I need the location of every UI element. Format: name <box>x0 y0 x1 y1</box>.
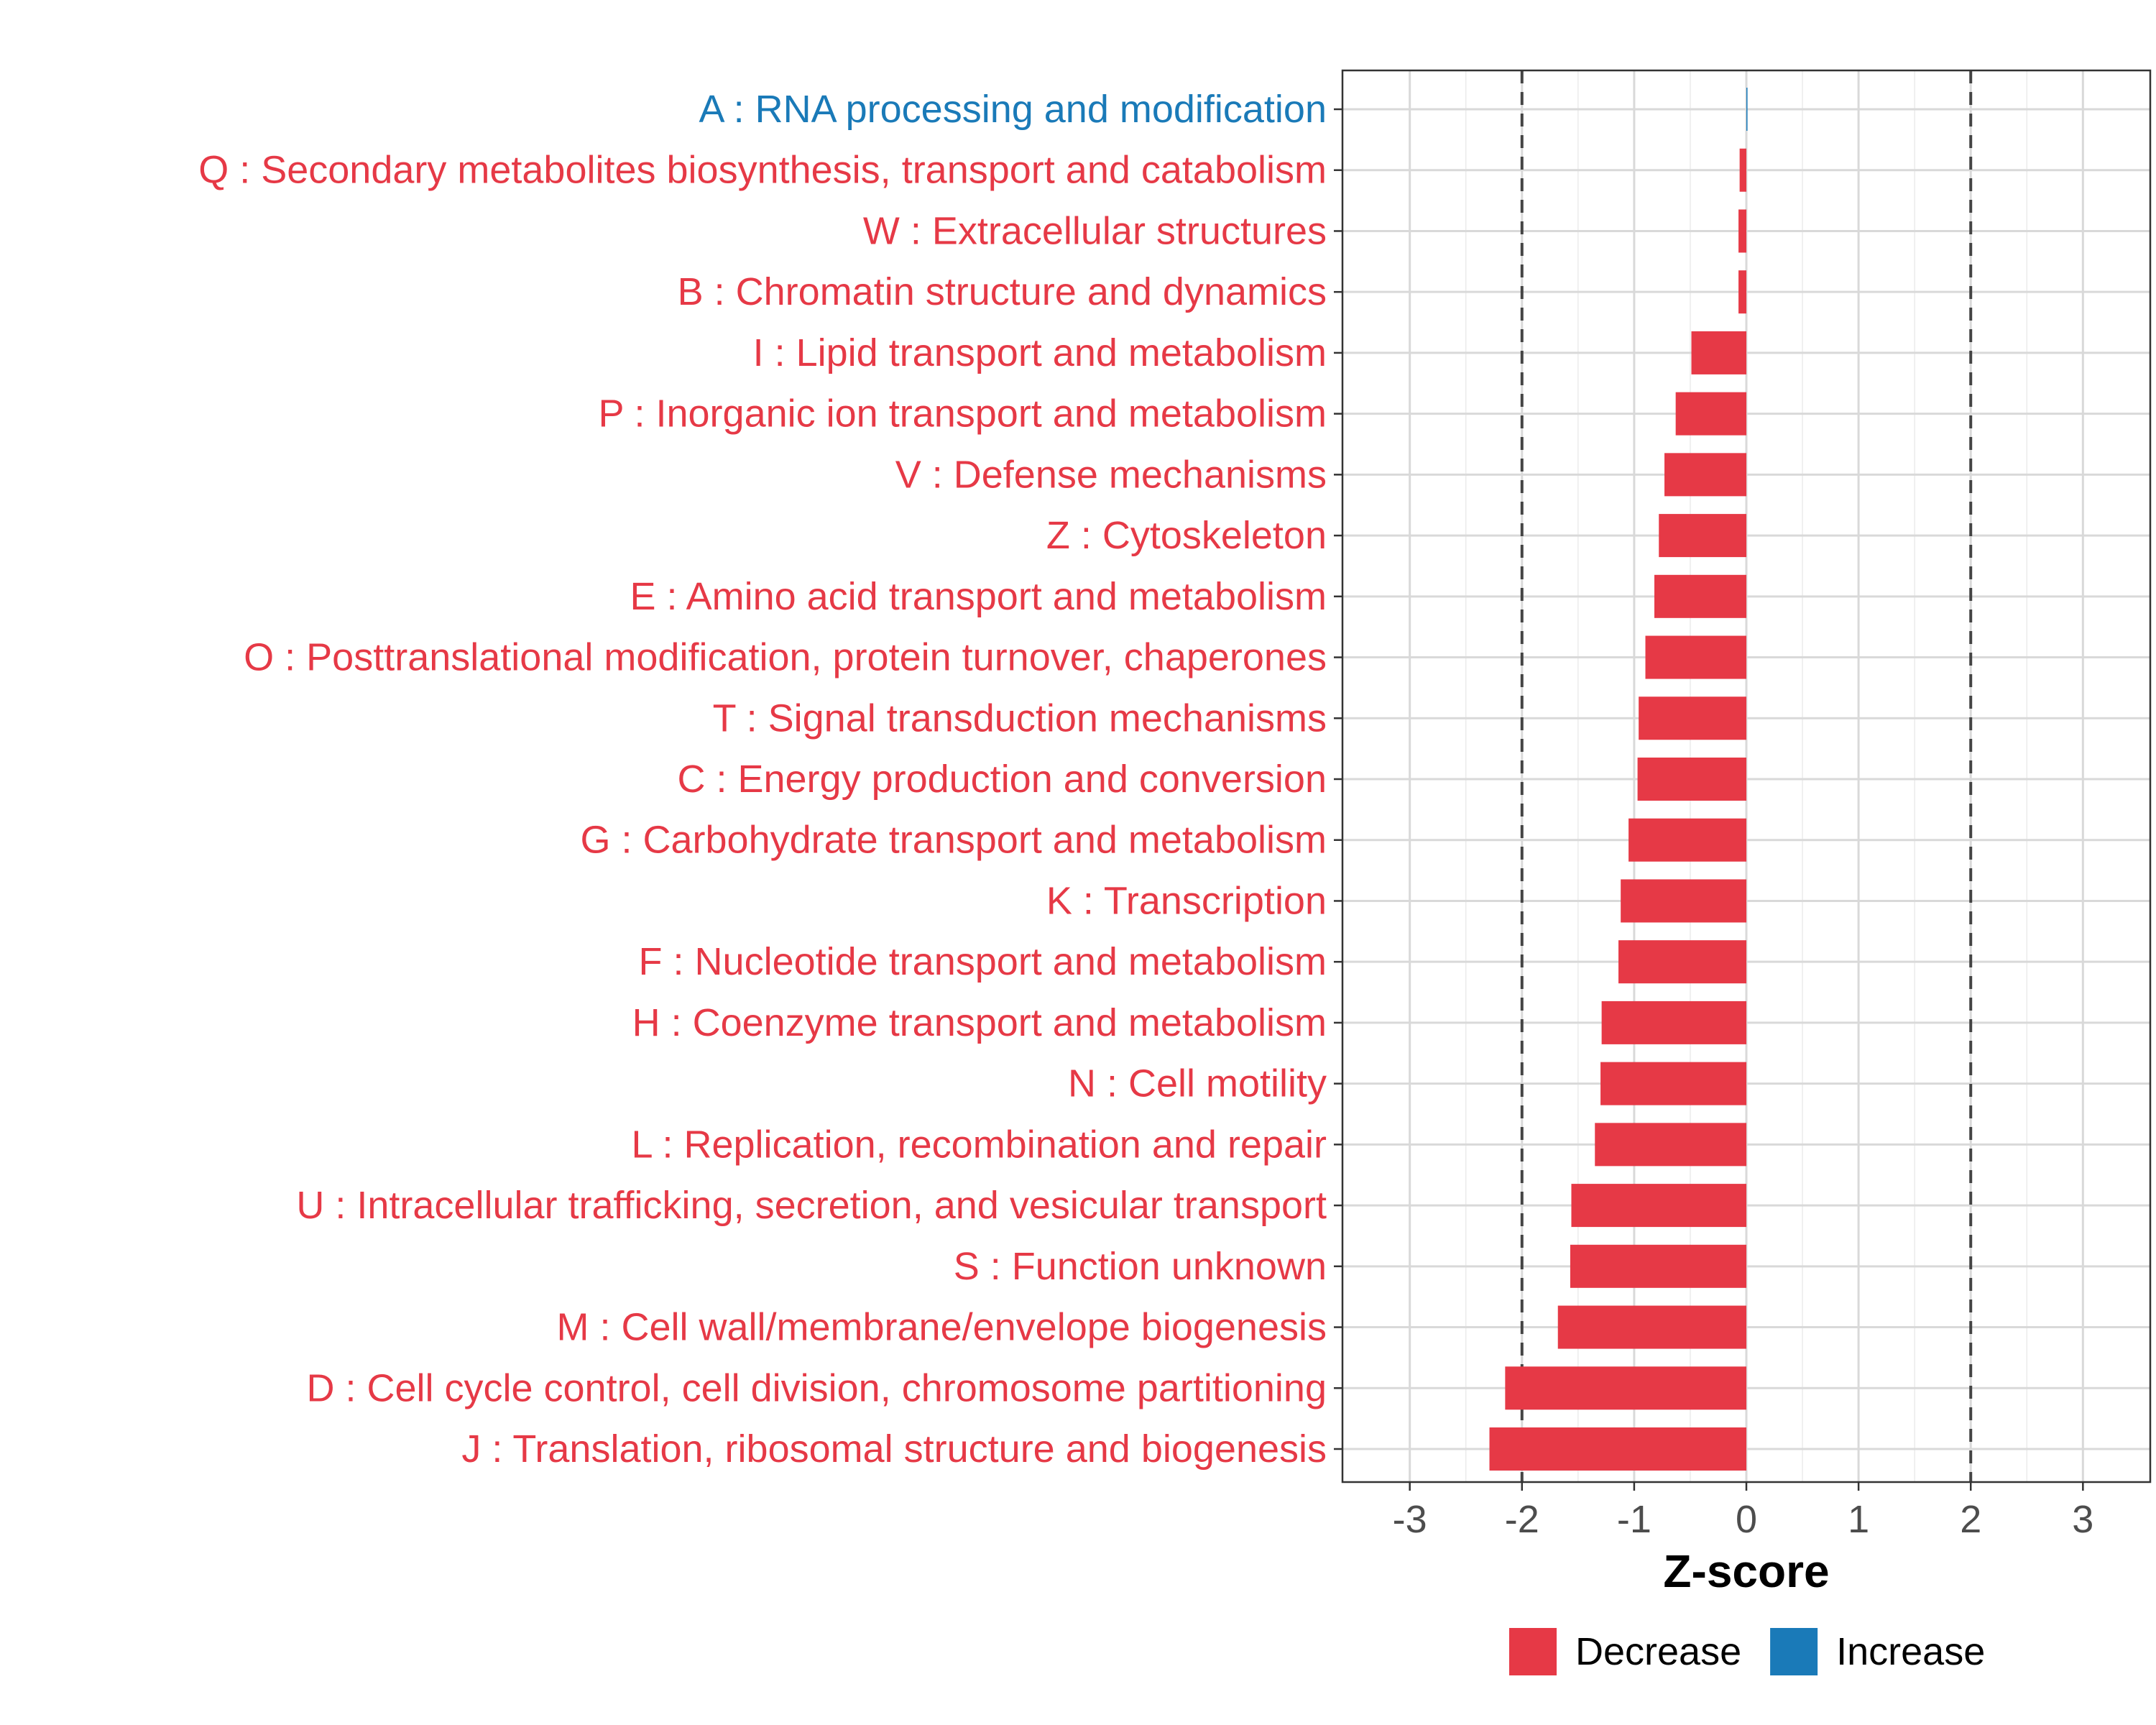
category-label: F : Nucleotide transport and metabolism <box>639 940 1327 983</box>
x-tick-label: -2 <box>1505 1498 1539 1541</box>
category-label: O : Posttranslational modification, prot… <box>244 636 1327 679</box>
x-tick-label: -3 <box>1393 1498 1427 1541</box>
bar <box>1645 635 1746 679</box>
bar <box>1595 1123 1746 1167</box>
bar <box>1489 1427 1746 1471</box>
bar <box>1571 1184 1746 1228</box>
category-label: T : Signal transduction mechanisms <box>713 696 1327 740</box>
bar <box>1675 392 1746 436</box>
category-label: A : RNA processing and modification <box>699 88 1327 131</box>
bar <box>1691 331 1746 374</box>
bar <box>1628 818 1746 862</box>
bar <box>1738 270 1746 314</box>
category-label: B : Chromatin structure and dynamics <box>678 270 1327 313</box>
bar <box>1637 758 1746 801</box>
x-tick-label: -1 <box>1617 1498 1651 1541</box>
x-tick-label: 0 <box>1736 1498 1757 1541</box>
bar <box>1746 88 1748 131</box>
category-label: G : Carbohydrate transport and metabolis… <box>581 819 1327 862</box>
bar <box>1557 1305 1746 1349</box>
reference-lines <box>1520 70 1973 1482</box>
x-tick-label: 1 <box>1848 1498 1869 1541</box>
category-label: Z : Cytoskeleton <box>1046 514 1327 557</box>
category-label: D : Cell cycle control, cell division, c… <box>306 1366 1327 1409</box>
category-label: J : Translation, ribosomal structure and… <box>461 1427 1327 1471</box>
category-label: S : Function unknown <box>954 1245 1327 1288</box>
bar <box>1600 1062 1746 1105</box>
x-axis-title: Z-score <box>1663 1545 1829 1597</box>
category-label: I : Lipid transport and metabolism <box>753 331 1327 374</box>
bar <box>1505 1366 1746 1410</box>
x-tick-label: 3 <box>2072 1498 2093 1541</box>
legend-key-increase <box>1770 1628 1818 1675</box>
legend-key-decrease <box>1509 1628 1557 1675</box>
category-label: K : Transcription <box>1046 879 1327 922</box>
category-label: H : Coenzyme transport and metabolism <box>632 1001 1327 1044</box>
category-label: C : Energy production and conversion <box>677 758 1327 801</box>
category-label: V : Defense mechanisms <box>895 453 1327 496</box>
y-axis-ticks: A : RNA processing and modification Q : S… <box>198 88 1342 1471</box>
bar <box>1739 148 1746 192</box>
bar <box>1664 453 1746 497</box>
bar <box>1659 514 1746 558</box>
legend-label-decrease: Decrease <box>1575 1630 1741 1673</box>
bar <box>1601 1000 1746 1044</box>
bar <box>1738 209 1746 253</box>
bar <box>1621 879 1746 923</box>
bar <box>1639 696 1746 740</box>
category-label: M : Cell wall/membrane/envelope biogenes… <box>556 1306 1327 1349</box>
category-label: W : Extracellular structures <box>863 209 1327 252</box>
x-axis-ticks: -3 -2 -1 0 1 2 3 <box>1393 1482 2093 1541</box>
category-label: Q : Secondary metabolites biosynthesis, … <box>198 149 1327 192</box>
legend-label-increase: Increase <box>1836 1630 1985 1673</box>
category-label: L : Replication, recombination and repai… <box>631 1123 1327 1166</box>
legend: Decrease Increase <box>1509 1628 1985 1675</box>
bar <box>1570 1244 1746 1288</box>
category-label: U : Intracellular trafficking, secretion… <box>296 1184 1327 1227</box>
bars <box>1489 88 1748 1471</box>
category-label: E : Amino acid transport and metabolism <box>630 575 1327 618</box>
bar <box>1618 940 1746 984</box>
bar <box>1654 574 1746 618</box>
category-label: P : Inorganic ion transport and metaboli… <box>598 392 1327 436</box>
x-tick-label: 2 <box>1960 1498 1981 1541</box>
category-label: N : Cell motility <box>1068 1062 1327 1105</box>
